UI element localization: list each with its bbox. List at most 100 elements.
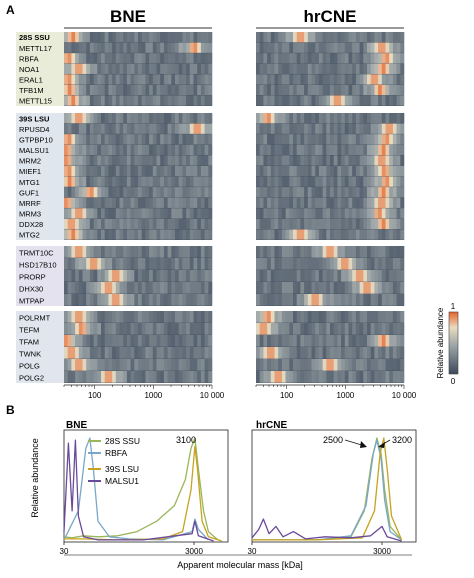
heatmap-cell [197,113,202,124]
heatmap-cell [385,359,390,371]
heatmap-cell [270,176,275,187]
heatmap-cell [89,208,94,219]
heatmap-cell [149,208,154,219]
heatmap-cell [200,53,205,64]
heatmap-cell [300,134,305,145]
heatmap-cell [175,123,179,134]
heatmap-cell [367,197,371,208]
heatmap-cell [101,347,105,359]
heatmap-cell [123,144,128,156]
heatmap-cell [112,123,117,134]
heatmap-cell [75,144,80,156]
heatmap-cell [163,371,168,383]
heatmap-cell [197,335,202,347]
heatmap-cell [352,155,357,166]
heatmap-cell [138,311,142,323]
heatmap-cell [171,197,176,208]
heatmap-cell [400,335,405,347]
heatmap-cell [359,246,364,258]
heatmap-cell [197,144,202,156]
heatmap-cell [141,335,146,347]
heatmap-cell [182,63,187,74]
heatmap-cell [163,84,168,96]
heatmap-cell [359,311,364,323]
heatmap-cell [138,32,142,43]
heatmap-cell [115,359,120,371]
colorbar-label: Relative abundance [436,307,445,378]
heatmap-cell [141,294,146,306]
heatmap-cell [93,258,98,270]
heatmap-cell [200,294,205,306]
heatmap-cell [315,123,320,134]
heatmap-cell [389,42,394,53]
heatmap-cell [78,95,83,106]
heatmap-cell [89,84,94,96]
heatmap-cell [270,323,275,335]
heatmap-cell [374,134,379,145]
heatmap-cell [71,134,76,145]
heatmap-cell [352,294,357,306]
heatmap-cell [171,42,176,53]
heatmap-cell [274,347,279,359]
heatmap-cell [178,246,183,258]
heatmap-cell [293,347,297,359]
heatmap-cell [145,155,150,166]
heatmap-cell [374,95,379,106]
heatmap-cell [97,84,102,96]
heatmap-cell [119,246,124,258]
heatmap-cell [97,311,102,323]
heatmap-cell [101,134,105,145]
heatmap-cell [78,155,83,166]
heatmap-cell [381,218,386,230]
heatmap-cell [160,311,165,323]
heatmap-cell [259,294,264,306]
heatmap-row-label-prorp: PRORP [19,272,46,281]
heatmap-cell [71,335,76,347]
heatmap-cell [278,197,283,208]
heatmap-cell [67,270,72,282]
heatmap-cell [64,74,68,85]
heatmap-cell [400,246,405,258]
heatmap-cell [304,32,309,43]
heatmap-cell [333,229,338,240]
heatmap-cell [378,218,383,230]
heatmap-cell [171,270,176,282]
heatmap-cell [108,294,113,306]
heatmap-cell [115,197,120,208]
heatmap-cell [186,323,191,335]
heatmap-cell [348,270,353,282]
heatmap-cell [93,347,98,359]
heatmap-cell [149,95,154,106]
heatmap-cell [307,123,312,134]
heatmap-cell [355,32,360,43]
heatmap-cell [82,84,87,96]
heatmap-cell [400,187,405,198]
heatmap-cell [175,63,179,74]
heatmap-cell [130,176,135,187]
heatmap-cell [293,371,297,383]
heatmap-cell [389,134,394,145]
heatmap-cell [389,335,394,347]
heatmap-cell [200,113,205,124]
heatmap-cell [104,84,109,96]
heatmap-cell [200,335,205,347]
heatmap-cell [89,95,94,106]
heatmap-cell [396,84,401,96]
heatmap-cell [112,294,117,306]
heatmap-cell [322,84,327,96]
heatmap-cell [367,63,371,74]
heatmap-cell [348,282,353,294]
heatmap-cell [289,294,294,306]
heatmap-cell [200,323,205,335]
heatmap-cell [104,144,109,156]
heatmap-cell [78,246,83,258]
heatmap-cell [374,208,379,219]
heatmap-cell [163,176,168,187]
heatmap-cell [304,187,309,198]
heatmap-cell [104,208,109,219]
heatmap-cell [367,134,371,145]
heatmap-cell [167,197,172,208]
annotation-hrcne-arrowhead-a [360,441,367,448]
heatmap-cell [186,123,191,134]
heatmap-cell [82,134,87,145]
